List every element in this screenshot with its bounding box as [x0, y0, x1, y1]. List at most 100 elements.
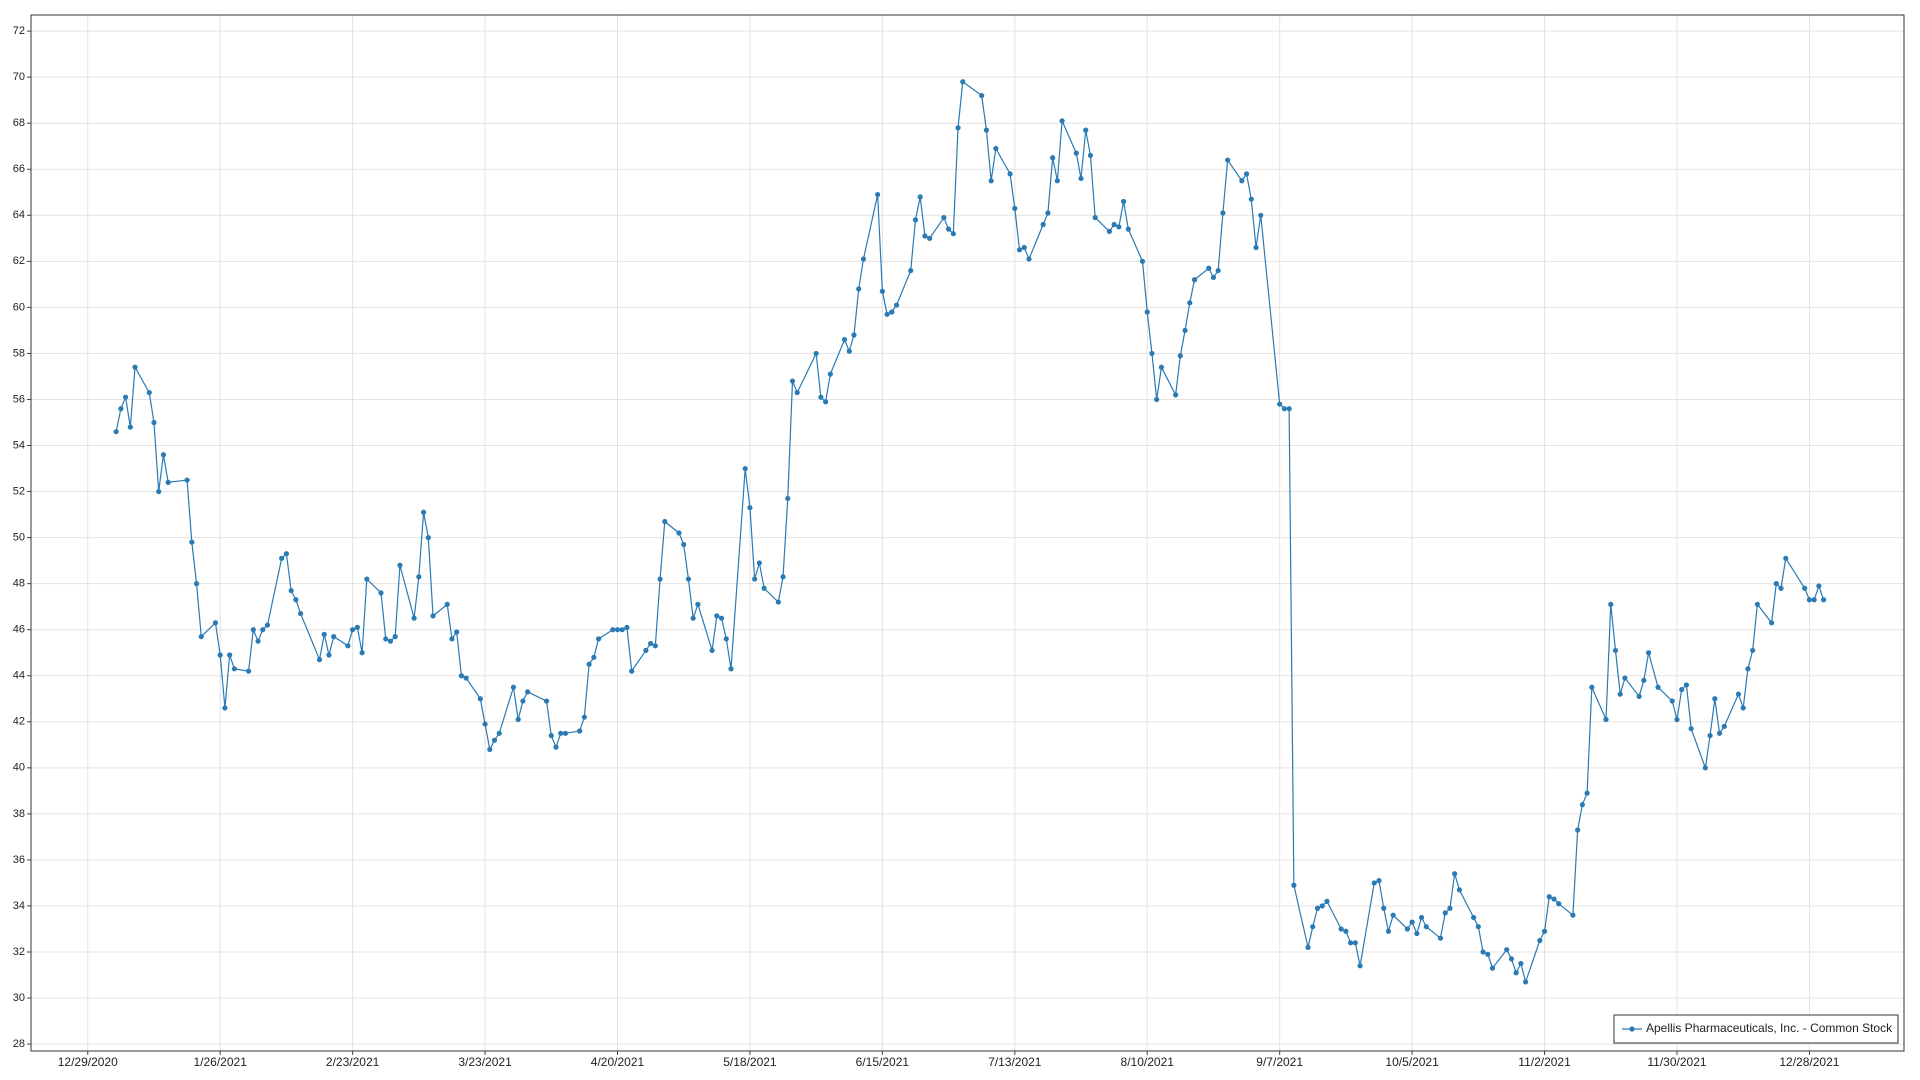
data-point: [1220, 210, 1226, 216]
data-point: [1437, 935, 1444, 941]
data-point: [1740, 705, 1746, 711]
data-point: [1735, 691, 1742, 697]
data-point: [1551, 896, 1557, 902]
y-tick-label: 44: [13, 670, 25, 682]
y-tick-label: 60: [13, 301, 25, 313]
data-point: [430, 613, 436, 619]
data-point: [922, 233, 928, 239]
x-tick-label: 10/5/2021: [1385, 1055, 1439, 1069]
data-point: [1584, 790, 1590, 796]
data-point: [1508, 956, 1515, 962]
data-point: [927, 235, 933, 241]
data-point: [742, 465, 748, 472]
data-point: [1371, 880, 1377, 886]
data-point: [841, 337, 848, 343]
data-point: [1816, 583, 1822, 589]
data-point: [321, 631, 327, 637]
data-point: [1721, 723, 1727, 729]
data-point: [1144, 309, 1150, 315]
y-tick-label: 32: [13, 946, 25, 958]
data-point: [827, 371, 833, 377]
data-point: [1078, 175, 1084, 182]
data-point: [917, 194, 923, 200]
y-tick-label: 34: [13, 900, 25, 912]
data-point: [577, 728, 583, 734]
data-point: [1111, 221, 1117, 228]
data-point: [1768, 620, 1775, 626]
data-point: [1712, 696, 1718, 702]
x-tick-label: 11/30/2021: [1647, 1055, 1706, 1069]
data-point: [113, 429, 119, 435]
data-point: [250, 627, 256, 633]
data-point: [160, 452, 167, 458]
y-tick-label: 64: [13, 209, 25, 221]
data-point: [378, 590, 384, 596]
data-point: [775, 599, 781, 605]
y-tick-label: 30: [13, 992, 25, 1004]
data-point: [222, 705, 228, 711]
data-point: [1050, 155, 1056, 161]
data-point: [1016, 247, 1023, 253]
y-tick-label: 36: [13, 854, 25, 866]
data-point: [988, 178, 994, 184]
data-point: [1073, 150, 1079, 156]
data-point: [1418, 914, 1425, 921]
data-point: [1291, 882, 1297, 888]
data-point: [420, 509, 427, 515]
data-point: [1225, 157, 1231, 163]
data-point: [1357, 963, 1363, 969]
data-point: [193, 581, 200, 587]
data-point: [1120, 198, 1127, 205]
data-point: [619, 627, 625, 633]
data-point: [780, 574, 786, 580]
x-tick-label: 8/10/2021: [1121, 1055, 1175, 1069]
data-point: [1281, 406, 1287, 412]
data-point: [955, 125, 961, 131]
data-point: [1021, 244, 1027, 251]
data-point: [231, 666, 237, 672]
x-tick-label: 3/23/2021: [458, 1055, 512, 1069]
data-point: [444, 601, 450, 607]
data-point: [198, 634, 204, 640]
x-tick-label: 12/29/2020: [58, 1055, 118, 1069]
data-point: [1541, 928, 1548, 934]
data-point: [794, 389, 800, 396]
data-point: [723, 636, 729, 642]
data-point: [487, 746, 493, 753]
data-point: [350, 627, 356, 633]
data-point: [714, 613, 720, 619]
data-point: [1475, 924, 1481, 930]
data-point: [297, 610, 304, 617]
y-tick-label: 54: [13, 439, 25, 451]
data-point: [326, 652, 332, 658]
data-point: [652, 643, 658, 649]
data-point: [1603, 716, 1609, 723]
data-point: [718, 615, 725, 621]
data-point: [1187, 300, 1193, 306]
data-point: [1258, 212, 1264, 218]
data-point: [993, 145, 999, 152]
data-point: [1707, 732, 1713, 739]
data-point: [709, 647, 715, 654]
legend-label: Apellis Pharmaceuticals, Inc. - Common S…: [1646, 1021, 1893, 1035]
data-point: [1773, 581, 1779, 587]
data-point: [1688, 726, 1694, 732]
data-point: [345, 643, 351, 649]
y-tick-label: 42: [13, 716, 25, 728]
data-point: [1319, 903, 1325, 909]
data-point: [1173, 392, 1179, 398]
data-point: [1314, 905, 1321, 911]
data-point: [1149, 350, 1155, 357]
data-point: [1579, 802, 1585, 808]
data-point: [1248, 196, 1254, 202]
data-point: [879, 288, 885, 294]
data-point: [908, 267, 914, 274]
data-point: [122, 394, 129, 400]
data-point: [316, 657, 323, 663]
data-point: [1106, 228, 1112, 235]
x-tick-label: 2/23/2021: [326, 1055, 380, 1069]
data-point: [383, 636, 389, 642]
data-point: [1087, 152, 1094, 159]
legend-swatch-marker: [1629, 1026, 1635, 1032]
